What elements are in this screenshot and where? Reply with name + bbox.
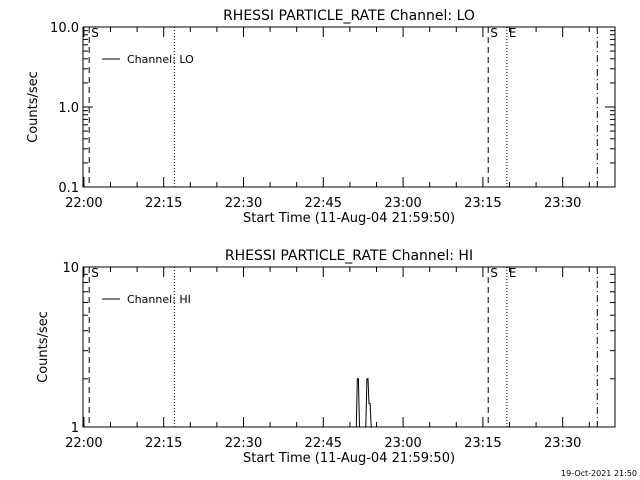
x-tick-label: 22:30 <box>225 436 262 451</box>
x-tick-label: 22:00 <box>65 196 102 211</box>
x-tick-label: 23:00 <box>384 436 421 451</box>
x-axis-label: Start Time (11-Aug-04 21:59:50) <box>243 211 455 226</box>
x-tick-label: 22:15 <box>145 196 182 211</box>
x-tick-label: 22:00 <box>65 436 102 451</box>
y-axis-label: Counts/sec <box>36 311 51 383</box>
y-axis-label: Counts/sec <box>26 71 41 143</box>
y-tick-label: 10 <box>62 261 79 276</box>
plot-frame <box>82 266 616 428</box>
x-tick-label: 22:15 <box>145 436 182 451</box>
plot-frame <box>82 26 616 188</box>
chart-title: RHESSI PARTICLE_RATE Channel: HI <box>225 248 473 264</box>
x-tick-label: 23:00 <box>384 196 421 211</box>
x-tick-label: 23:30 <box>544 436 581 451</box>
y-tick-label: 10.0 <box>50 21 79 36</box>
marker-label: S <box>490 266 498 280</box>
y-tick-label: 0.1 <box>58 181 79 196</box>
marker-label: S <box>91 26 99 40</box>
x-tick-label: 23:15 <box>464 436 501 451</box>
legend-label: Channel: HI <box>127 293 191 306</box>
x-tick-label: 22:45 <box>305 196 342 211</box>
chart-title: RHESSI PARTICLE_RATE Channel: LO <box>223 8 475 24</box>
marker-label: E <box>509 266 517 280</box>
legend-label: Channel: LO <box>127 53 194 66</box>
marker-label: S <box>91 266 99 280</box>
y-tick-label: 1.0 <box>58 101 79 116</box>
marker-label: S <box>490 26 498 40</box>
x-tick-label: 23:15 <box>464 196 501 211</box>
x-tick-label: 22:30 <box>225 196 262 211</box>
x-tick-label: 23:30 <box>544 196 581 211</box>
y-tick-label: 1 <box>71 421 79 436</box>
marker-label: E <box>509 26 517 40</box>
footer-timestamp: 19-Oct-2021 21:50 <box>561 469 637 478</box>
x-axis-label: Start Time (11-Aug-04 21:59:50) <box>243 451 455 466</box>
series-line <box>355 378 372 428</box>
x-tick-label: 22:45 <box>305 436 342 451</box>
